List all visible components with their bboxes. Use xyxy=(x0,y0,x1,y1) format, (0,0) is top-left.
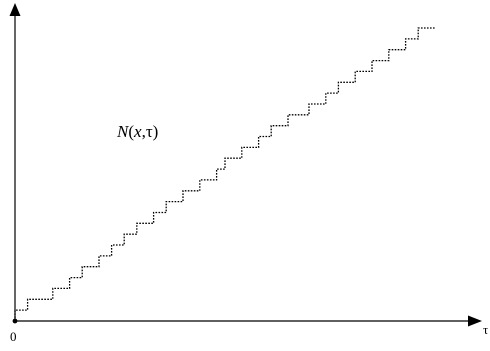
annotation-tail: ,τ) xyxy=(142,122,159,141)
annotation-open-paren: ( xyxy=(128,122,134,141)
cumulative-step-series xyxy=(14,27,435,321)
annotation-variable: x xyxy=(133,122,142,141)
x-axis-label: τ xyxy=(483,322,488,337)
curve-annotation: N(x,τ) xyxy=(116,122,158,141)
annotation-symbol: N xyxy=(116,122,130,141)
origin-tick-label: 0 xyxy=(10,329,17,344)
y-axis-arrow-icon xyxy=(9,3,21,16)
x-axis-arrow-icon xyxy=(468,315,482,327)
origin-point xyxy=(12,318,18,324)
